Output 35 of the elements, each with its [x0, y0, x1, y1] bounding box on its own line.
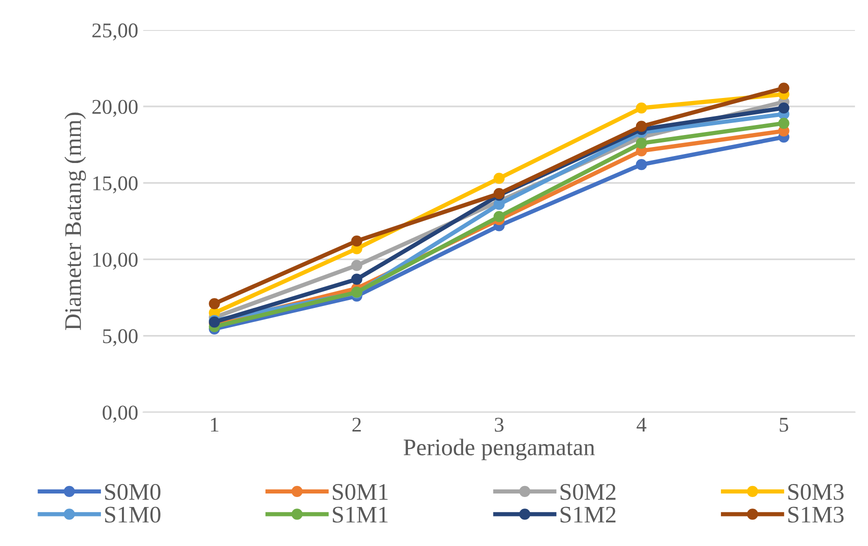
legend-label: S1M0: [105, 506, 160, 523]
legend-label: S1M1: [332, 506, 388, 523]
point: [351, 235, 362, 247]
point: [636, 159, 648, 170]
x-tick-label: 4: [636, 418, 646, 432]
point: [494, 198, 505, 210]
point: [636, 120, 648, 132]
legend-label: S0M0: [105, 484, 160, 500]
y-tick-label: 15,00: [93, 176, 138, 194]
x-axis-title: Periode pengamatan: [404, 438, 595, 460]
legend-label: S0M1: [332, 484, 388, 500]
y-tick-label: 5,00: [103, 329, 138, 346]
y-tick-label: 20,00: [92, 100, 138, 117]
point: [778, 118, 790, 129]
point: [778, 82, 790, 94]
x-tick-label: 3: [494, 418, 504, 432]
y-tick-label: 0,00: [102, 406, 138, 423]
legend-label: S0M3: [788, 484, 844, 500]
point: [494, 210, 505, 222]
x-tick-label: 5: [780, 418, 788, 432]
point: [636, 102, 648, 114]
point: [208, 298, 220, 310]
point: [351, 260, 362, 272]
x-tick-label: 2: [352, 418, 361, 432]
y-tick-label: 10,00: [93, 252, 138, 270]
y-axis-title: Diameter Batang (mm): [64, 112, 86, 330]
legend-label: S1M3: [788, 506, 844, 523]
y-tick-label: 25,00: [92, 23, 138, 40]
legend-label: S0M2: [560, 484, 616, 500]
point: [778, 102, 790, 114]
point: [494, 172, 505, 184]
point: [636, 138, 648, 149]
x-tick-label: 1: [211, 418, 218, 432]
point: [351, 274, 362, 285]
legend-label: S1M2: [560, 506, 616, 523]
